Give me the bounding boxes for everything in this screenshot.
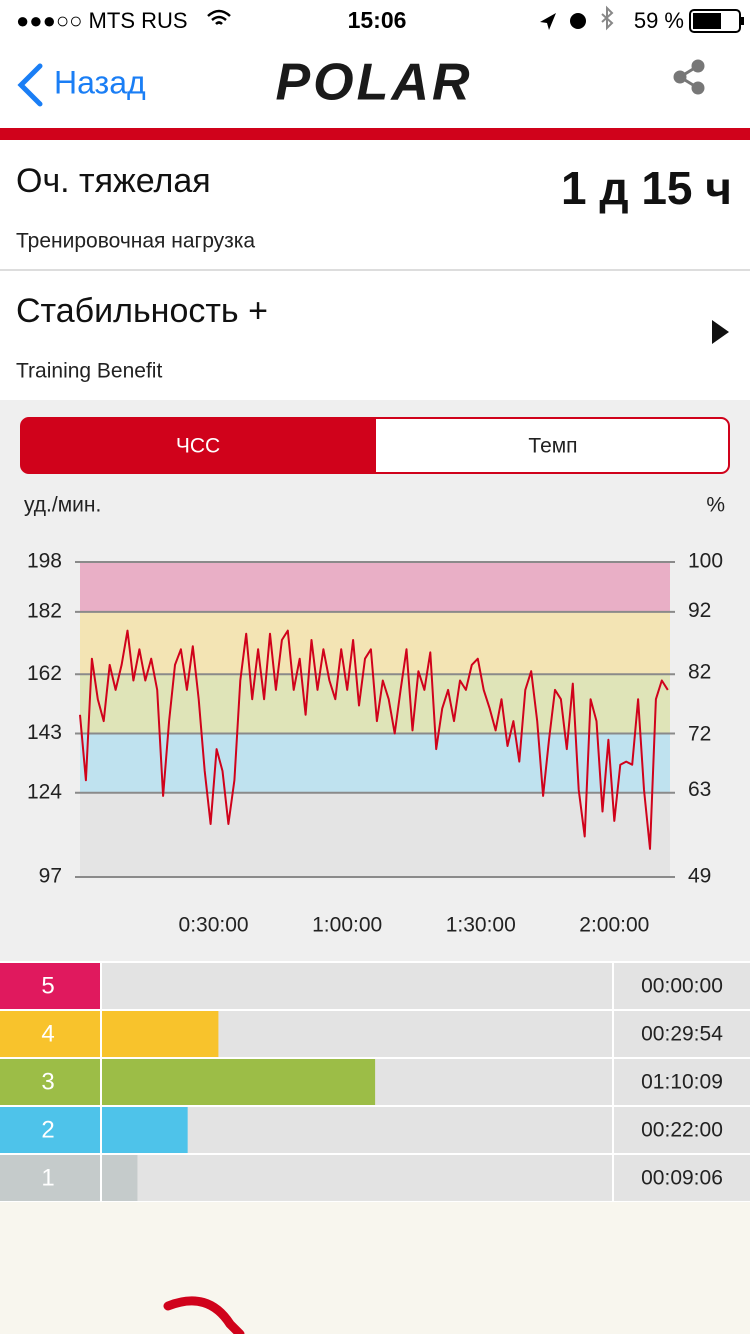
zone-label: 2 [41,1116,54,1143]
logo: POLAR [276,54,473,112]
tab-active-bg[interactable] [21,418,376,473]
tab-hr[interactable]: ЧСС [176,435,220,458]
divider [0,269,750,271]
y2-tick-label: 100 [688,550,723,573]
location-icon [540,13,556,30]
x-tick-label: 2:00:00 [579,914,649,937]
decoration [163,1296,245,1334]
benefit-subtitle: Training Benefit [16,360,162,383]
back-button[interactable]: Назад [54,64,146,100]
battery-percent: 59 % [634,8,684,33]
benefit-title: Стабильность + [16,292,268,330]
heart-rate-line [79,629,669,850]
y-tick-label: 162 [27,662,62,685]
zone-label-bg [0,1011,100,1057]
battery-level [693,13,721,29]
zone-bar [102,1011,219,1057]
zone-bar [102,1155,138,1201]
zone-time: 01:10:09 [641,1071,723,1094]
benefit-row[interactable]: Стабильность + Training Benefit [16,292,729,383]
y-axis-label: уд./мин. [24,494,101,517]
zone-bar [102,1059,376,1105]
zone-label: 5 [41,972,54,999]
zone-time-bg [614,963,750,1009]
clock: 15:06 [348,7,407,33]
hr-zone-band [80,733,670,793]
y2-tick-label: 72 [688,722,711,745]
zone-time-bg [614,1107,750,1153]
bluetooth-icon [601,5,614,31]
wifi-icon [207,9,231,25]
tab-pace[interactable]: Темп [528,435,577,458]
battery-tip [741,17,744,25]
battery-icon [689,9,741,33]
y-tick-label: 143 [27,721,62,744]
y2-tick-label: 49 [688,865,711,888]
zone-time: 00:09:06 [641,1167,723,1190]
back-chevron[interactable] [17,63,43,107]
zone-time: 00:22:00 [641,1119,723,1142]
zone-label: 4 [41,1020,54,1047]
x-tick-label: 1:30:00 [446,914,516,937]
x-tick-label: 1:00:00 [312,914,382,937]
y-tick-label: 198 [27,550,62,573]
y2-tick-label: 63 [688,778,711,801]
header-stripe [0,128,750,140]
y-tick-label: 182 [27,599,62,622]
carrier: ●●●○○ MTS RUS [16,8,188,33]
zone-label-bg [0,963,100,1009]
zone-label-bg [0,1155,100,1201]
zone-track [102,1155,612,1201]
zone-time: 00:29:54 [641,1023,723,1046]
hr-zone-band [80,562,670,612]
zone-time: 00:00:00 [641,975,723,998]
hr-zone-band [80,792,670,877]
zone-bar [102,1107,188,1153]
zone-label: 1 [41,1164,54,1191]
y2-tick-label: 92 [688,599,711,622]
y2-axis-label: % [706,494,725,517]
zone-table: 5 00:00:00 4 00:29:54 3 01:10:09 2 00:22:00 1 00:… [0,961,750,1203]
zone-track [102,963,612,1009]
zone-label-bg [0,1107,100,1153]
disclosure-arrow [712,320,729,344]
share-icon[interactable] [673,59,705,95]
load-value: 1 д 15 ч [561,162,732,214]
zone-label-bg [0,1059,100,1105]
alarm-icon [570,13,586,29]
y2-tick-label: 82 [688,661,711,684]
header-bg [0,0,750,128]
y-tick-label: 124 [27,780,62,803]
plot: 97 124 143 162 182 198 49 63 72 82 92 100 0:30:00 1:0… [27,550,723,937]
y-tick-label: 97 [39,865,62,888]
bottom-bg [0,1202,750,1334]
zone-time-bg [614,1011,750,1057]
zone-time-bg [614,1155,750,1201]
x-tick-label: 0:30:00 [179,914,249,937]
zone-time-bg [614,1059,750,1105]
zone-label: 3 [41,1068,54,1095]
load-title: Оч. тяжелая [16,162,211,200]
load-subtitle: Тренировочная нагрузка [16,230,255,253]
hr-zone-band [80,611,670,675]
